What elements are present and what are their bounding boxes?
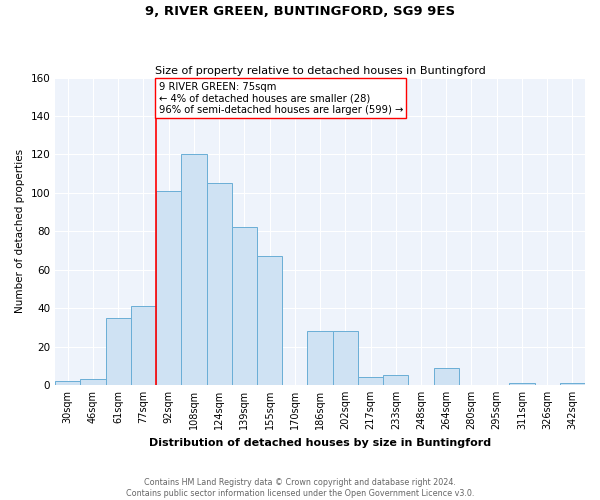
Bar: [80, 379, 106, 385]
Bar: [434, 368, 459, 385]
Bar: [509, 383, 535, 385]
Bar: [358, 377, 383, 385]
Bar: [55, 381, 80, 385]
Text: Contains HM Land Registry data © Crown copyright and database right 2024.
Contai: Contains HM Land Registry data © Crown c…: [126, 478, 474, 498]
Bar: [383, 376, 409, 385]
Y-axis label: Number of detached properties: Number of detached properties: [15, 149, 25, 314]
Bar: [232, 228, 257, 385]
Text: 9 RIVER GREEN: 75sqm
← 4% of detached houses are smaller (28)
96% of semi-detach: 9 RIVER GREEN: 75sqm ← 4% of detached ho…: [158, 82, 403, 114]
Title: Size of property relative to detached houses in Buntingford: Size of property relative to detached ho…: [155, 66, 485, 76]
X-axis label: Distribution of detached houses by size in Buntingford: Distribution of detached houses by size …: [149, 438, 491, 448]
Bar: [257, 256, 282, 385]
Bar: [156, 191, 181, 385]
Bar: [560, 383, 585, 385]
Bar: [332, 331, 358, 385]
Bar: [206, 184, 232, 385]
Bar: [181, 154, 206, 385]
Text: 9, RIVER GREEN, BUNTINGFORD, SG9 9ES: 9, RIVER GREEN, BUNTINGFORD, SG9 9ES: [145, 5, 455, 18]
Bar: [131, 306, 156, 385]
Bar: [106, 318, 131, 385]
Bar: [307, 331, 332, 385]
